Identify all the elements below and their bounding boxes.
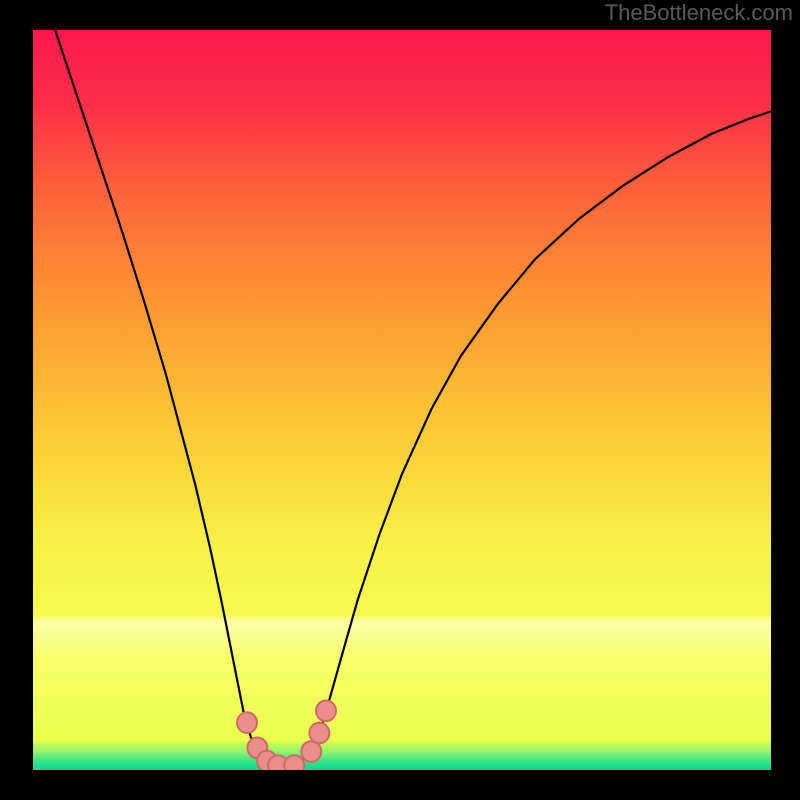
gradient-background <box>33 30 771 770</box>
curve-marker <box>316 700 336 721</box>
curve-marker <box>237 712 257 733</box>
curve-marker <box>309 723 329 744</box>
curve-marker <box>284 755 304 770</box>
watermark-text: TheBottleneck.com <box>605 0 793 26</box>
chart-container: TheBottleneck.com <box>0 0 800 800</box>
bottleneck-curve-chart <box>33 30 771 770</box>
